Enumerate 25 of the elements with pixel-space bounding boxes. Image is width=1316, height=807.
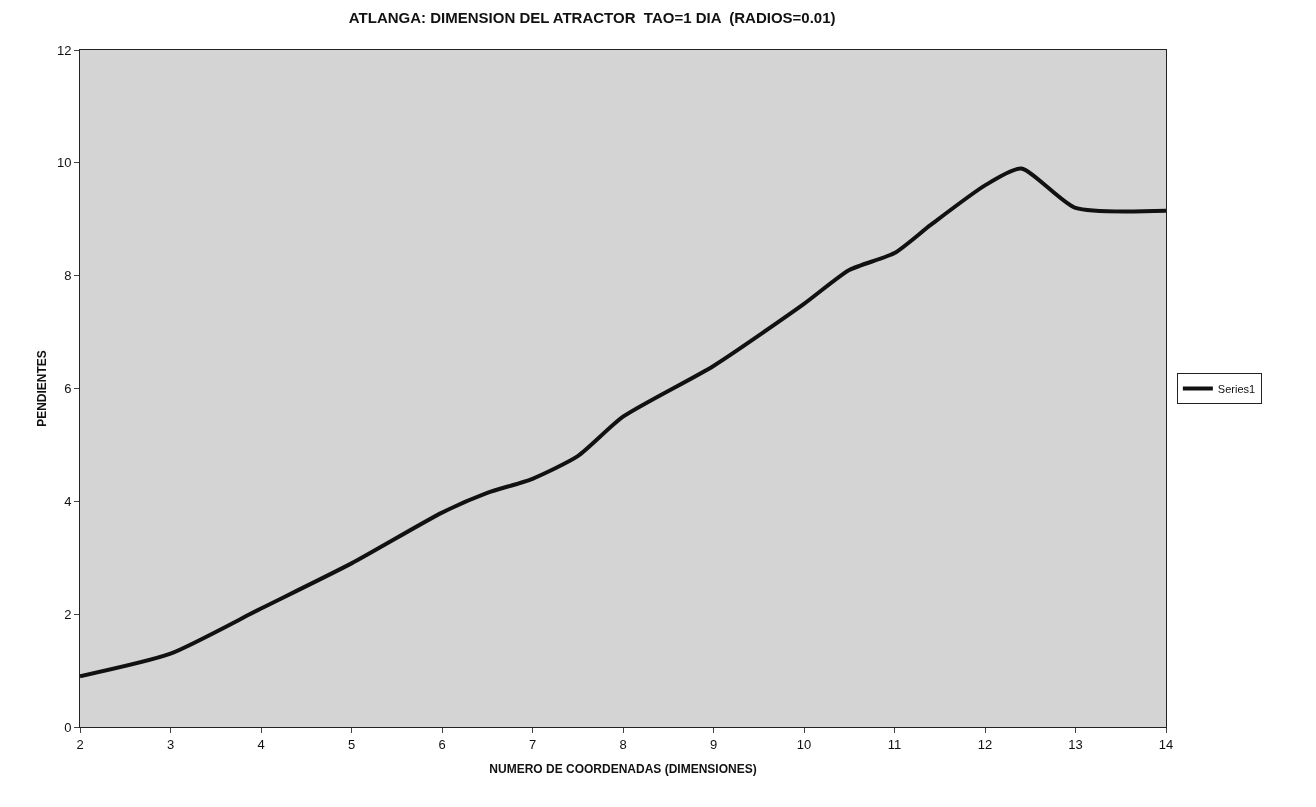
x-tick-label: 2 bbox=[76, 736, 84, 752]
x-tick-label: 14 bbox=[1158, 736, 1174, 752]
y-tick-label: 8 bbox=[64, 268, 72, 284]
x-tick-label: 5 bbox=[347, 736, 356, 752]
legend-label: Series1 bbox=[1217, 382, 1256, 395]
x-tick-label: 9 bbox=[709, 736, 718, 752]
x-tick-label: 12 bbox=[977, 736, 993, 752]
y-tick-label: 12 bbox=[56, 42, 72, 58]
x-tick-label: 8 bbox=[619, 736, 627, 752]
x-tick-label: 4 bbox=[257, 736, 265, 752]
x-axis-title: NUMERO DE COORDENADAS (DIMENSIONES) bbox=[489, 762, 757, 776]
y-tick-label: 4 bbox=[64, 493, 72, 509]
y-axis-title: PENDIENTES bbox=[35, 350, 49, 427]
y-tick-label: 0 bbox=[64, 719, 72, 735]
x-tick-label: 10 bbox=[796, 736, 812, 752]
x-tick-label: 13 bbox=[1068, 736, 1083, 752]
line-series bbox=[80, 166, 1166, 679]
y-tick-label: 2 bbox=[64, 606, 72, 622]
x-tick-label: 11 bbox=[887, 736, 902, 752]
x-tick-label: 6 bbox=[438, 736, 446, 752]
y-tick-label: 6 bbox=[64, 381, 72, 397]
y-tick-label: 10 bbox=[56, 155, 72, 171]
x-tick-label: 7 bbox=[528, 736, 537, 752]
x-tick-label: 3 bbox=[166, 736, 175, 752]
chart-title: ATLANGA: DIMENSION DEL ATRACTOR TAO=1 DIA (RADIOS=0.01) bbox=[348, 8, 836, 26]
